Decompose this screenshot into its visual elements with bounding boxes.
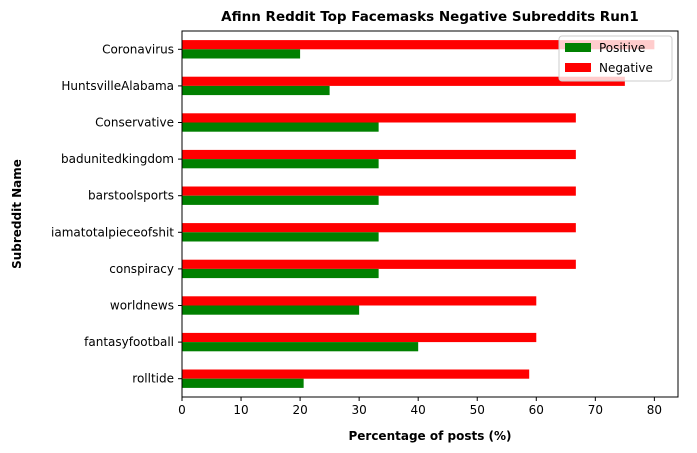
bar-positive-Coronavirus xyxy=(182,49,301,59)
category-label-iamatotalpieceofshit: iamatotalpieceofshit xyxy=(51,225,174,239)
x-axis: 0 10 20 30 40 50 60 70 80 xyxy=(178,397,662,417)
x-tick-label: 30 xyxy=(352,403,367,417)
y-axis: Coronavirus HuntsvilleAlabama Conservative… xyxy=(51,42,182,386)
legend-swatch-positive xyxy=(565,43,591,52)
y-axis-title: Subreddit Name xyxy=(10,159,24,269)
bar-negative-badunitedkingdom xyxy=(182,149,576,160)
legend-label-positive: Positive xyxy=(599,41,645,55)
category-label-badunitedkingdom: badunitedkingdom xyxy=(61,152,174,166)
bar-negative-rolltide xyxy=(182,369,530,379)
bar-negative-HuntsvilleAlabama xyxy=(182,76,625,86)
bar-negative-Conservative xyxy=(182,113,576,123)
x-tick-label: 50 xyxy=(470,403,485,417)
legend: Positive Negative xyxy=(558,35,673,82)
category-label-rolltide: rolltide xyxy=(132,372,174,386)
category-label-fantasyfootball: fantasyfootball xyxy=(84,335,174,349)
bar-negative-fantasyfootball xyxy=(182,332,537,343)
plot-frame xyxy=(181,30,679,398)
category-label-worldnews: worldnews xyxy=(110,299,174,313)
x-tick-label: 10 xyxy=(233,403,248,417)
category-label-HuntsvilleAlabama: HuntsvilleAlabama xyxy=(61,79,174,93)
bar-negative-worldnews xyxy=(182,296,537,306)
x-tick-label: 20 xyxy=(292,403,307,417)
x-tick-label: 70 xyxy=(588,403,603,417)
x-tick-label: 60 xyxy=(529,403,544,417)
bar-positive-badunitedkingdom xyxy=(182,159,379,169)
bar-negative-conspiracy xyxy=(182,259,576,269)
x-tick-label: 80 xyxy=(647,403,662,417)
bar-negative-Coronavirus xyxy=(182,40,655,50)
category-label-Conservative: Conservative xyxy=(95,116,174,130)
x-tick-label: 40 xyxy=(411,403,426,417)
bar-negative-iamatotalpieceofshit xyxy=(182,223,576,233)
x-tick-label: 0 xyxy=(178,403,186,417)
bar-negative-barstoolsports xyxy=(182,186,576,196)
category-label-Coronavirus: Coronavirus xyxy=(102,42,174,56)
chart-title: Afinn Reddit Top Facemasks Negative Subr… xyxy=(221,9,639,25)
bar-positive-fantasyfootball xyxy=(182,342,419,352)
bar-positive-worldnews xyxy=(182,305,360,315)
x-axis-title: Percentage of posts (%) xyxy=(348,429,511,443)
category-label-conspiracy: conspiracy xyxy=(109,262,174,276)
bars-group xyxy=(182,40,655,388)
legend-label-negative: Negative xyxy=(599,61,653,75)
bar-positive-HuntsvilleAlabama xyxy=(182,85,330,96)
category-label-barstoolsports: barstoolsports xyxy=(88,189,174,203)
bar-positive-iamatotalpieceofshit xyxy=(182,232,379,242)
bar-positive-barstoolsports xyxy=(182,195,379,205)
legend-swatch-negative xyxy=(565,63,591,72)
bar-positive-rolltide xyxy=(182,378,304,388)
bar-positive-conspiracy xyxy=(182,268,379,279)
bar-positive-Conservative xyxy=(182,122,379,132)
